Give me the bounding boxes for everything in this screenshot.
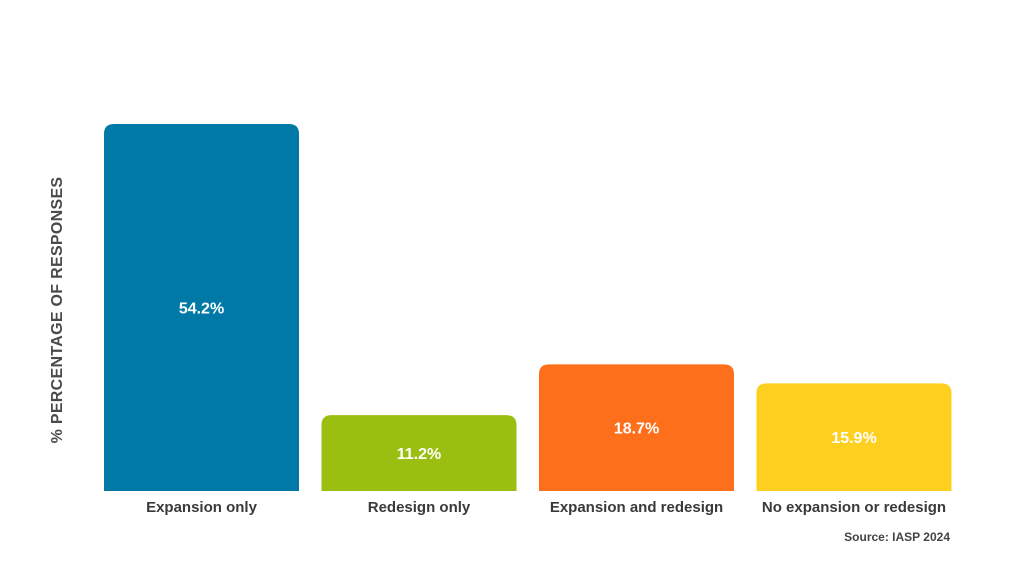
category-label-1: Expansion only xyxy=(146,499,258,516)
value-label-3: 18.7% xyxy=(614,421,659,438)
bar-3 xyxy=(539,364,734,491)
bars-group xyxy=(104,124,952,491)
bar-4 xyxy=(756,383,952,491)
value-label-2: 11.2% xyxy=(397,446,441,463)
category-label-4: No expansion or redesign xyxy=(762,499,946,516)
value-labels-group: 54.2% 11.2% 18.7% 15.9% xyxy=(179,301,877,464)
category-label-3: Expansion and redesign xyxy=(550,499,723,516)
value-label-4: 15.9% xyxy=(831,430,876,447)
source-note: Source: IASP 2024 xyxy=(844,530,950,544)
bar-1 xyxy=(104,124,299,491)
value-label-1: 54.2% xyxy=(179,301,224,318)
category-labels-group: Expansion only Redesign only Expansion and… xyxy=(146,499,946,516)
category-label-2: Redesign only xyxy=(368,499,471,516)
bar-2 xyxy=(321,415,517,491)
